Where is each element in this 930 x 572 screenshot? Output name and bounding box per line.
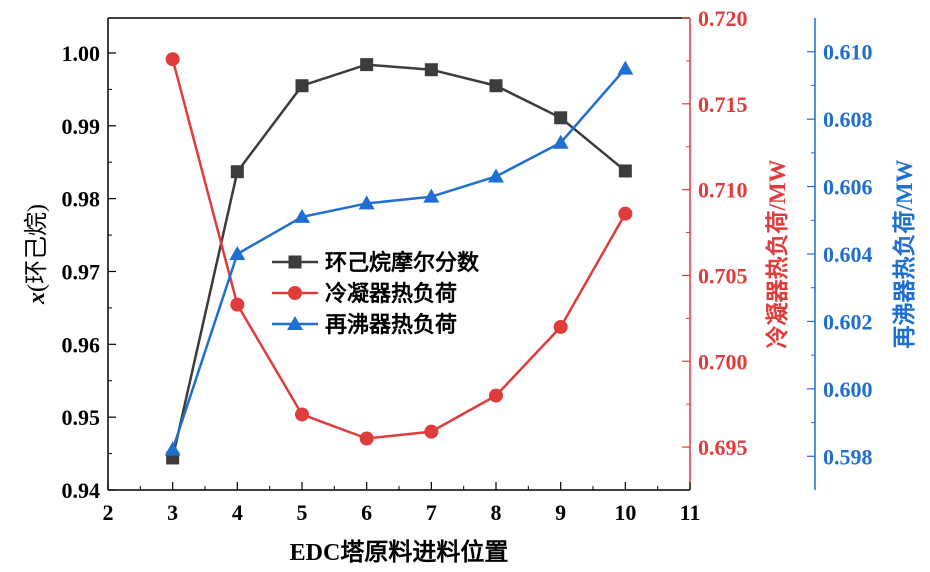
square-marker (295, 79, 309, 93)
x-tick-label: 7 (426, 500, 437, 525)
triangle-marker (617, 60, 634, 75)
left-axis-label-prefix: x (24, 292, 50, 305)
square-marker (554, 111, 568, 125)
right1-tick-label: 0.695 (698, 435, 748, 460)
square-marker (424, 63, 438, 77)
right1-tick-label: 0.720 (698, 6, 748, 31)
left-tick-label: 0.95 (62, 405, 101, 430)
triangle-marker (488, 168, 504, 183)
square-marker (618, 164, 632, 178)
right2-tick-label: 0.608 (823, 107, 873, 132)
triangle-marker (358, 195, 375, 210)
right2-tick-label: 0.604 (823, 242, 873, 267)
series-line-2 (171, 67, 627, 450)
series-line-1 (171, 58, 627, 440)
triangle-marker (294, 208, 310, 223)
right2-tick-label: 0.600 (823, 377, 873, 402)
legend-label-2: 再沸器热负荷 (325, 312, 457, 337)
triangle-marker (552, 134, 569, 149)
x-tick-label: 8 (491, 500, 502, 525)
right1-axis-label: 冷凝器热负荷/MW (764, 159, 790, 348)
right2-axis-label: 再沸器热负荷/MW (892, 159, 917, 348)
square-marker (288, 255, 302, 269)
x-axis-label: EDC塔原料进料位置 (290, 538, 509, 566)
left-tick-label: 0.99 (62, 114, 101, 139)
legend-label-0: 环己烷摩尔分数 (325, 250, 480, 275)
square-marker (360, 58, 374, 72)
circle-marker (230, 297, 245, 312)
right1-tick-label: 0.710 (698, 178, 748, 203)
triangle-marker (423, 188, 440, 203)
x-tick-label: 11 (680, 500, 701, 525)
circle-marker (489, 388, 503, 403)
left-axis-label-suffix: (环己烷) (23, 204, 50, 292)
left-tick-label: 0.96 (62, 332, 101, 357)
triangle-marker (229, 246, 246, 260)
x-tick-label: 5 (297, 500, 308, 525)
circle-marker (359, 431, 374, 446)
right1-tick-label: 0.700 (698, 349, 748, 374)
series (164, 52, 634, 465)
right2-tick-label: 0.598 (823, 444, 873, 469)
left-tick-label: 0.97 (62, 259, 101, 284)
right2-tick-label: 0.602 (823, 309, 873, 334)
left-tick-label: 1.00 (62, 41, 101, 66)
right1-tick-label: 0.715 (698, 92, 748, 117)
circle-marker (295, 407, 309, 422)
x-tick-label: 4 (232, 500, 243, 525)
square-marker (489, 79, 503, 93)
circle-marker (165, 52, 180, 67)
circle-marker (424, 424, 439, 439)
circle-marker (618, 206, 633, 221)
series-line-0 (171, 63, 627, 459)
circle-marker (553, 319, 568, 334)
triangle-marker (164, 441, 181, 456)
circle-marker (288, 286, 302, 300)
left-tick-label: 0.94 (62, 478, 101, 503)
triangle-marker (287, 316, 303, 330)
x-tick-label: 3 (167, 500, 178, 525)
square-marker (230, 165, 244, 179)
x-tick-label: 2 (103, 500, 114, 525)
x-tick-label: 10 (614, 500, 636, 525)
left-axis-label: x(环己烷) (23, 204, 50, 305)
x-tick-label: 6 (361, 500, 372, 525)
right2-tick-label: 0.606 (823, 175, 873, 200)
legend-label-1: 冷凝器热负荷 (325, 281, 457, 306)
x-tick-label: 9 (555, 500, 566, 525)
right2-tick-label: 0.610 (823, 40, 873, 65)
axes: 2 3 4 5 6 7 8 9 10 11 0.94 0.95 0.96 0.97 0.98 0.99 1.00… (62, 6, 873, 525)
left-tick-label: 0.98 (62, 187, 101, 212)
right1-tick-label: 0.705 (698, 263, 748, 288)
